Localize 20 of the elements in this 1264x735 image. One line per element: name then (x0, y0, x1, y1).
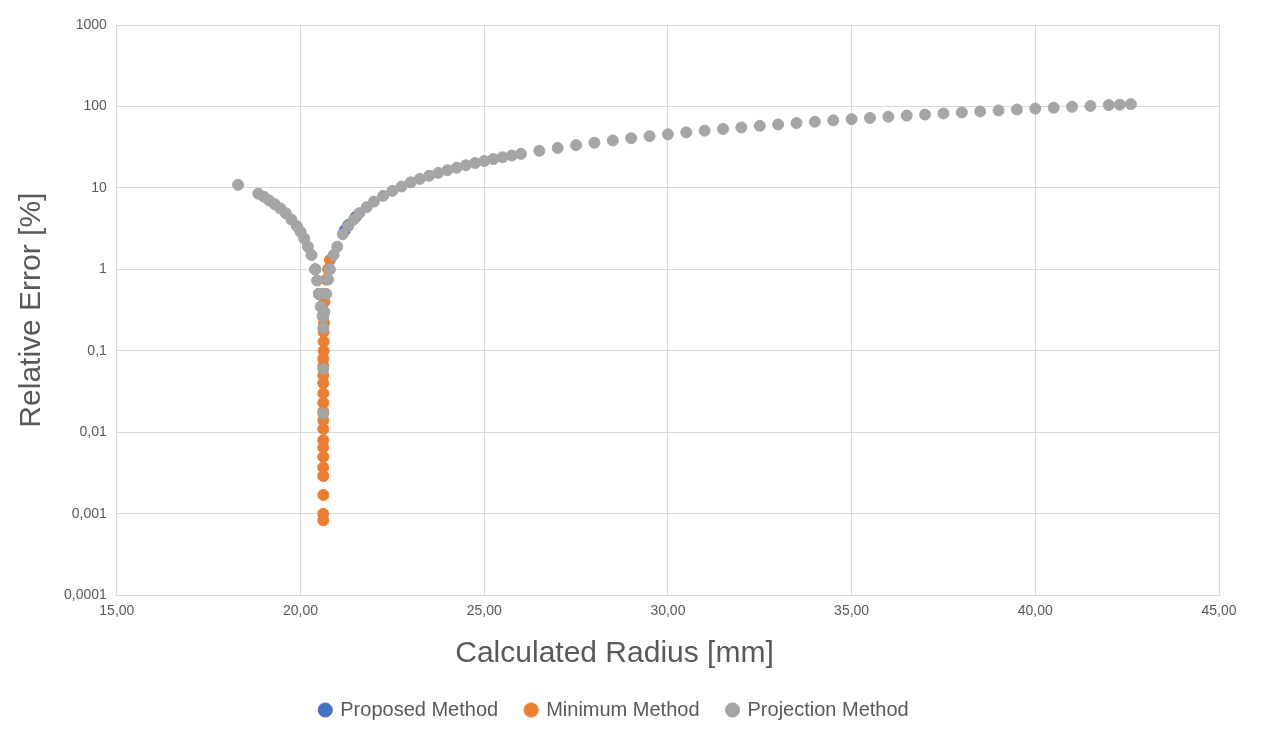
y-axis-title: Relative Error [%] (13, 192, 47, 428)
y-tick-label: 0,001 (71, 504, 108, 521)
legend-label: Proposed Method (340, 697, 499, 720)
x-tick-label: 45,00 (1201, 602, 1237, 619)
x-axis-title: Calculated Radius [mm] (455, 635, 774, 669)
x-tick-label: 25,00 (466, 602, 502, 619)
y-tick-label: 0,01 (79, 423, 108, 440)
y-tick-label: 0,1 (87, 341, 108, 358)
y-tick-label: 10 (91, 178, 108, 195)
legend-label: Minimum Method (546, 697, 700, 720)
x-tick-label: 20,00 (282, 602, 319, 619)
y-tick-label: 100 (83, 97, 108, 114)
legend-label: Projection Method (747, 697, 909, 720)
x-tick-label: 15,00 (99, 602, 135, 619)
x-tick-label: 30,00 (650, 602, 686, 619)
y-tick-label: 1000 (75, 15, 108, 32)
y-tick-label: 0,0001 (63, 586, 108, 603)
y-tick-label: 1 (99, 260, 108, 277)
x-tick-label: 35,00 (834, 602, 870, 619)
x-tick-label: 40,00 (1017, 602, 1054, 619)
